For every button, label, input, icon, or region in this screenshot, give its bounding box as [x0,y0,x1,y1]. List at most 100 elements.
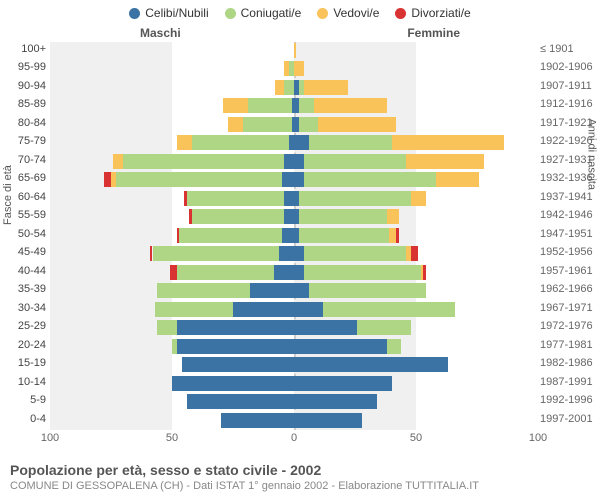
bar-male-v [223,98,247,113]
legend-label: Vedovi/e [333,6,379,20]
bar-male-c [221,413,294,428]
age-row [50,245,538,263]
age-row [50,375,538,393]
legend-swatch [129,8,140,19]
age-label: 70-74 [4,154,46,166]
bar-female-d [411,246,418,261]
age-label: 40-44 [4,265,46,277]
year-label: 1997-2001 [540,413,600,425]
bar-male-c [284,191,294,206]
bar-female-c [294,172,304,187]
year-label: 1912-1916 [540,98,600,110]
bar-female-c [294,394,377,409]
bar-male-v [177,135,192,150]
legend-swatch [317,8,328,19]
bar-female-v [389,228,396,243]
bar-female-c [294,320,357,335]
bar-female-c [294,357,448,372]
bar-male-d [150,246,152,261]
x-tick: 100 [41,432,59,444]
year-label: 1927-1931 [540,154,600,166]
bar-male-c [284,209,294,224]
bar-male-co [123,154,284,169]
legend-label: Divorziati/e [411,6,470,20]
bar-female-co [304,246,406,261]
bar-male-co [248,98,292,113]
bar-male-co [157,320,177,335]
age-row [50,116,538,134]
year-label: ≤ 1901 [540,43,600,55]
header-male: Maschi [140,26,181,40]
bar-male-co [243,117,292,132]
bar-female-v [392,135,504,150]
bar-male-co [192,209,285,224]
age-row [50,356,538,374]
chart-container: Celibi/NubiliConiugati/eVedovi/eDivorzia… [0,0,600,500]
age-row [50,282,538,300]
age-label: 65-69 [4,172,46,184]
bar-female-v [318,117,396,132]
bar-female-c [294,135,309,150]
bar-male-co [153,246,280,261]
age-row [50,153,538,171]
age-label: 45-49 [4,246,46,258]
bar-female-v [387,209,399,224]
bar-male-co [284,80,294,95]
bar-male-d [184,191,186,206]
age-row [50,190,538,208]
bar-female-co [309,135,392,150]
footer: Popolazione per età, sesso e stato civil… [10,462,590,492]
year-label: 1942-1946 [540,209,600,221]
age-row [50,42,538,60]
bar-female-v [304,80,348,95]
bar-male-co [187,191,285,206]
bar-male-co [157,283,250,298]
legend-item: Divorziati/e [395,6,470,20]
legend-swatch [225,8,236,19]
bar-male-c [177,320,294,335]
age-label: 90-94 [4,80,46,92]
age-row [50,60,538,78]
bar-female-c [294,246,304,261]
age-label: 50-54 [4,228,46,240]
bar-male-c [182,357,294,372]
year-label: 1937-1941 [540,191,600,203]
year-label: 1972-1976 [540,320,600,332]
year-label: 1932-1936 [540,172,600,184]
legend: Celibi/NubiliConiugati/eVedovi/eDivorzia… [0,0,600,24]
year-label: 1917-1921 [540,117,600,129]
age-row [50,319,538,337]
age-row [50,338,538,356]
bar-female-co [299,228,389,243]
bar-female-v [294,61,304,76]
bar-male-co [172,339,177,354]
age-row [50,412,538,430]
bar-female-c [294,302,323,317]
bar-female-co [299,191,411,206]
bar-female-v [406,154,484,169]
x-tick: 0 [291,432,297,444]
age-row [50,264,538,282]
bar-female-co [304,265,421,280]
bar-male-v [111,172,116,187]
bar-male-v [228,117,243,132]
bar-female-v [314,98,387,113]
year-label: 1987-1991 [540,376,600,388]
chart-subtitle: COMUNE DI GESSOPALENA (CH) - Dati ISTAT … [10,480,590,492]
year-label: 1977-1981 [540,339,600,351]
bar-female-d [396,228,398,243]
bar-male-co [179,228,281,243]
legend-item: Vedovi/e [317,6,379,20]
bar-male-c [177,339,294,354]
legend-item: Celibi/Nubili [129,6,208,20]
bar-male-co [177,265,275,280]
age-row [50,171,538,189]
age-label: 95-99 [4,61,46,73]
bar-male-c [279,246,294,261]
age-label: 75-79 [4,135,46,147]
age-row [50,227,538,245]
x-axis: 10050050100 [50,432,538,448]
bar-male-d [170,265,177,280]
bar-female-co [387,339,402,354]
bar-male-c [282,172,294,187]
